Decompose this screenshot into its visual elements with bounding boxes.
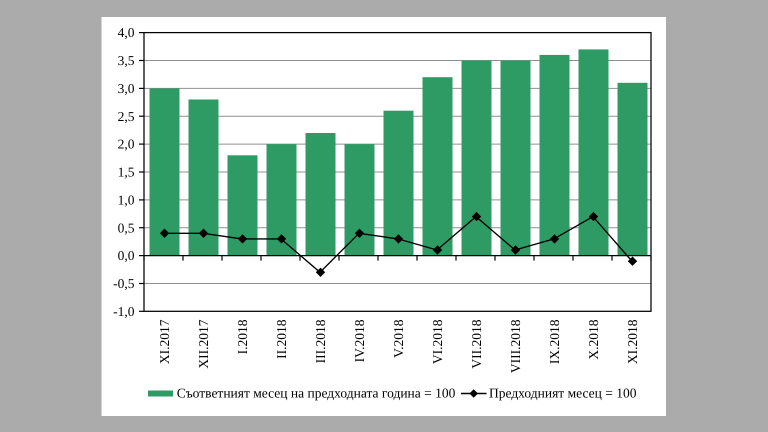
svg-text:1,0: 1,0 (118, 193, 135, 208)
svg-text:VI.2018: VI.2018 (430, 319, 445, 364)
svg-text:V.2018: V.2018 (391, 319, 406, 358)
svg-text:VIII.2018: VIII.2018 (508, 319, 523, 373)
svg-text:IV.2018: IV.2018 (352, 319, 367, 362)
svg-text:VII.2018: VII.2018 (469, 319, 484, 368)
svg-text:Съответният месец на предходна: Съответният месец на предходната година … (177, 385, 456, 400)
svg-text:0,5: 0,5 (118, 220, 135, 235)
svg-text:X.2018: X.2018 (586, 319, 601, 359)
svg-text:III.2018: III.2018 (313, 319, 328, 363)
svg-text:2,5: 2,5 (118, 109, 135, 124)
svg-text:XI.2017: XI.2017 (157, 319, 172, 364)
svg-text:3,5: 3,5 (118, 53, 135, 68)
svg-text:I.2018: I.2018 (235, 319, 250, 354)
svg-text:1,5: 1,5 (118, 165, 135, 180)
svg-text:0,0: 0,0 (118, 248, 135, 263)
svg-text:XII.2017: XII.2017 (196, 319, 211, 368)
svg-text:4,0: 4,0 (118, 25, 135, 40)
svg-text:IX.2018: IX.2018 (547, 319, 562, 364)
svg-text:2,0: 2,0 (118, 137, 135, 152)
svg-text:II.2018: II.2018 (274, 319, 289, 359)
svg-text:-1,0: -1,0 (113, 304, 135, 319)
svg-text:-0,5: -0,5 (113, 276, 135, 291)
svg-text:3,0: 3,0 (118, 81, 135, 96)
svg-text:Предходният месец = 100: Предходният месец = 100 (489, 385, 637, 400)
svg-text:XI.2018: XI.2018 (625, 319, 640, 364)
